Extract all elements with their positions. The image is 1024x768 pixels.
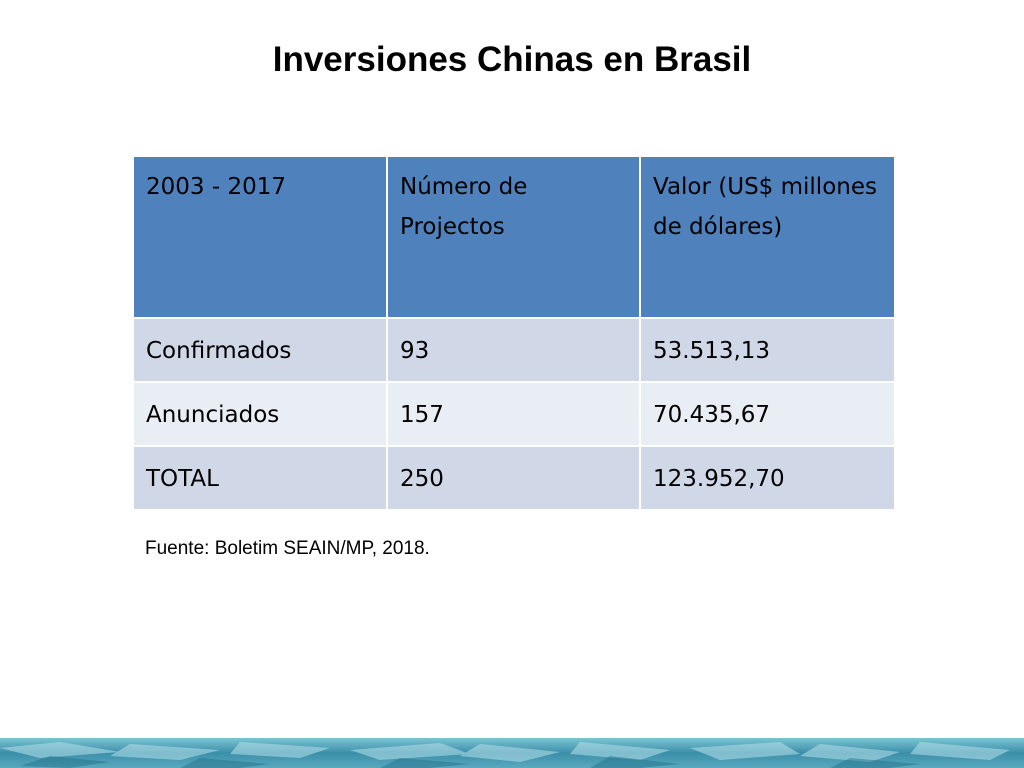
investment-table: 2003 - 2017 Número de Projectos Valor (U…	[132, 155, 896, 511]
water-texture-graphic	[0, 738, 1024, 768]
row-value: 53.513,13	[639, 317, 896, 383]
header-value: Valor (US$ millones de dólares)	[639, 155, 896, 319]
row-value: 123.952,70	[639, 445, 896, 511]
header-period: 2003 - 2017	[132, 155, 388, 319]
table-row: Anunciados 157 70.435,67	[132, 381, 896, 447]
row-label: Anunciados	[132, 381, 388, 447]
row-project-count: 93	[386, 317, 641, 383]
row-project-count: 250	[386, 445, 641, 511]
table-header-row: 2003 - 2017 Número de Projectos Valor (U…	[132, 155, 896, 319]
table-row: Confirmados 93 53.513,13	[132, 317, 896, 383]
row-label: TOTAL	[132, 445, 388, 511]
row-project-count: 157	[386, 381, 641, 447]
source-note: Fuente: Boletim SEAIN/MP, 2018.	[145, 538, 430, 559]
table-row: TOTAL 250 123.952,70	[132, 445, 896, 511]
header-project-count: Número de Projectos	[386, 155, 641, 319]
decorative-footer-band	[0, 738, 1024, 768]
row-value: 70.435,67	[639, 381, 896, 447]
row-label: Confirmados	[132, 317, 388, 383]
slide-title: Inversiones Chinas en Brasil	[272, 40, 752, 79]
